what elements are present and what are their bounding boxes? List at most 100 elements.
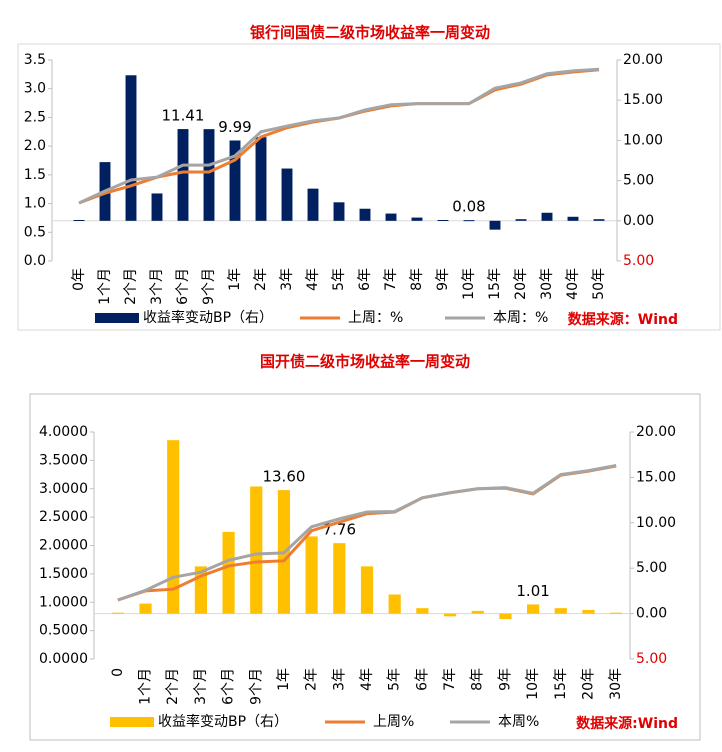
x-tick-label: 15年 <box>487 268 503 300</box>
data-label: 1.01 <box>516 582 549 600</box>
x-tick-label: 10年 <box>525 668 541 700</box>
line <box>78 67 600 205</box>
y2-tick-label: 15.00 <box>623 92 663 108</box>
chart-title: 银行间国债二级市场收益率一周变动 <box>250 24 490 42</box>
y-tick-label: 3.0000 <box>39 481 88 497</box>
bar <box>471 610 484 614</box>
x-tick-label: 3年 <box>331 668 347 691</box>
x-tick-label: 40年 <box>565 268 581 300</box>
x-tick-label: 8年 <box>409 268 425 291</box>
bar <box>360 566 374 614</box>
bar <box>203 129 215 221</box>
y-tick-label: 3.0 <box>24 81 46 97</box>
x-tick-label: 6个月 <box>221 668 237 705</box>
bar <box>229 140 241 221</box>
x-tick-label: 3个月 <box>149 268 165 305</box>
data-label: 13.60 <box>262 468 305 486</box>
bar <box>151 193 163 221</box>
chart-title: 国开债二级市场收益率一周变动 <box>260 353 470 371</box>
x-tick-label: 50年 <box>591 268 607 300</box>
bar <box>499 613 512 620</box>
legend-label: 收益率变动BP（右） <box>158 713 288 730</box>
y-tick-label: 4.0000 <box>39 424 88 440</box>
legend-swatch <box>95 313 139 323</box>
x-tick-label: 3个月 <box>193 668 209 705</box>
bar <box>139 603 152 614</box>
bar <box>541 212 553 221</box>
source-note: 数据来源:Wind <box>576 715 678 732</box>
x-tick-label: 10年 <box>461 268 477 300</box>
line <box>117 464 617 602</box>
x-tick-label: 30年 <box>608 668 624 700</box>
x-tick-label: 1年 <box>276 668 292 691</box>
y-tick-label: 0.0 <box>24 253 46 269</box>
bar <box>411 217 423 221</box>
x-tick-label: 30年 <box>539 268 555 300</box>
bar <box>167 440 180 614</box>
x-tick-label: 2个月 <box>165 668 181 705</box>
x-tick-label: 5年 <box>387 668 403 691</box>
y-tick-label: 0.5000 <box>39 623 88 639</box>
bar <box>305 536 318 614</box>
legend-label: 本周：% <box>493 310 548 326</box>
x-tick-label: 5年 <box>331 268 347 291</box>
bar <box>222 531 235 614</box>
bar <box>416 608 429 614</box>
bar <box>463 220 475 222</box>
bar <box>515 219 527 221</box>
x-tick-label: 8年 <box>470 668 486 691</box>
x-tick-label: 7年 <box>383 268 399 291</box>
data-label: 11.41 <box>162 107 205 125</box>
bar <box>333 543 346 614</box>
y-tick-label: 1.0 <box>24 196 46 212</box>
y2-tick-label: 20.00 <box>636 424 676 440</box>
bar <box>250 486 263 614</box>
data-label: 9.99 <box>218 118 251 136</box>
x-tick-label: 7年 <box>442 668 458 691</box>
chart-frame <box>29 393 701 741</box>
x-tick-label: 6个月 <box>175 268 191 305</box>
bar <box>567 216 579 221</box>
y-tick-label: 1.5000 <box>39 566 88 582</box>
bar <box>437 219 449 221</box>
legend-swatch <box>110 717 154 727</box>
x-tick-label: 4年 <box>359 668 375 691</box>
bar <box>255 137 267 221</box>
y-tick-label: 0.0000 <box>39 651 88 667</box>
y-tick-label: 2.0 <box>24 138 46 154</box>
x-tick-label: 2年 <box>304 668 320 691</box>
data-label: 0.08 <box>452 198 485 216</box>
x-tick-label: 9个月 <box>201 268 217 305</box>
bar <box>385 213 397 221</box>
source-note: 数据来源：Wind <box>568 311 678 328</box>
bar <box>554 608 567 614</box>
y2-tick-label: 5.00 <box>623 173 654 189</box>
x-tick-label: 4年 <box>305 268 321 291</box>
y2-tick-label: 15.00 <box>636 469 676 485</box>
x-tick-label: 2个月 <box>123 268 139 305</box>
bar <box>388 594 401 614</box>
x-tick-label: 1年 <box>227 268 243 291</box>
legend-label: 本周% <box>498 714 539 730</box>
y-tick-label: 2.5 <box>24 109 46 125</box>
y-tick-label: 1.5 <box>24 167 46 183</box>
legend-label: 上周：% <box>348 310 403 326</box>
bar <box>111 612 124 614</box>
x-tick-label: 20年 <box>513 268 529 300</box>
x-tick-label: 20年 <box>580 668 596 700</box>
x-tick-label: 9个月 <box>248 668 264 705</box>
line <box>78 68 600 205</box>
x-tick-label: 0 <box>110 668 126 677</box>
y-tick-label: 2.5000 <box>39 509 88 525</box>
legend-label: 收益率变动BP（右） <box>143 309 273 326</box>
bar <box>359 208 371 221</box>
y-tick-label: 3.5000 <box>39 452 88 468</box>
y-tick-label: 2.0000 <box>39 538 88 554</box>
legend-label: 上周% <box>373 714 414 730</box>
y-tick-label: 0.5 <box>24 224 46 240</box>
x-tick-label: 2年 <box>253 268 269 291</box>
bar <box>125 75 137 221</box>
x-tick-label: 3年 <box>279 268 295 291</box>
x-tick-label: 1个月 <box>138 668 154 705</box>
